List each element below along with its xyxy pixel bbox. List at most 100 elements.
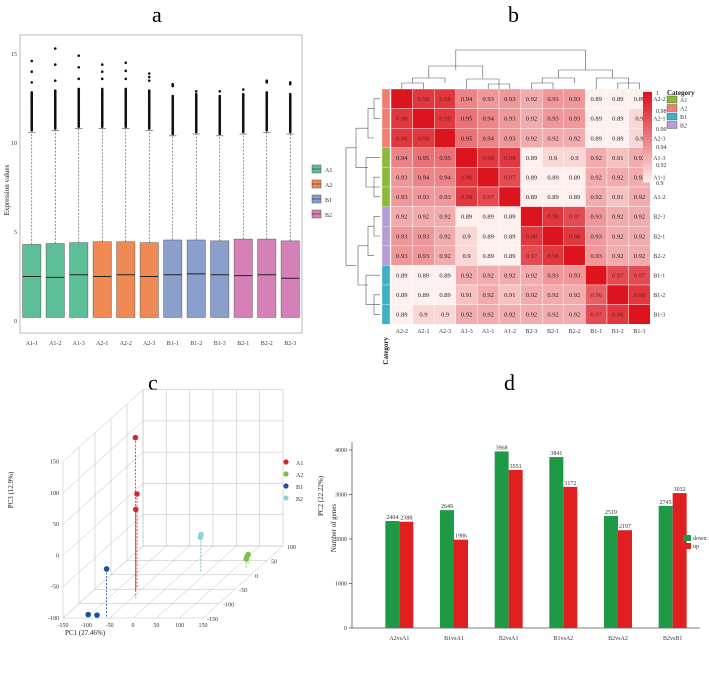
heatmap-cell-label: 0.92 [526, 273, 537, 280]
dendrogram-branch [595, 77, 629, 89]
legend-title: Category [667, 89, 695, 97]
heatmap-cell-label: 0.92 [547, 135, 558, 142]
heatmap-cell-label: 0.89 [569, 194, 580, 201]
row-label: B1-1 [653, 274, 665, 280]
row-label: A1-2 [653, 195, 665, 201]
color-scale-step [643, 104, 652, 108]
heatmap-cell-label: 0.92 [504, 312, 515, 319]
heatmap-cell-label: 0.93 [418, 253, 429, 260]
y-tick-label: 100 [287, 545, 296, 551]
row-label: B1-2 [653, 293, 665, 299]
color-scale-label: 0.9 [656, 181, 664, 187]
box-outlier [124, 77, 128, 81]
box-outlier [288, 92, 292, 96]
col-label: A1-3 [460, 329, 472, 335]
legend-label: A2 [325, 183, 332, 189]
dendrogram-branch [401, 82, 424, 89]
heatmap-cell-label: 0.92 [569, 312, 580, 319]
dendrogram-branch [455, 49, 586, 70]
box-outlier [171, 82, 175, 86]
heatmap-cell-label: 0.92 [439, 214, 450, 221]
box-outlier [147, 79, 151, 82]
legend-swatch-down [683, 535, 691, 541]
x-tick-label: -100 [81, 623, 92, 629]
color-scale-step [643, 152, 652, 156]
bar-value-label: 3841 [550, 451, 562, 457]
z-tick-label: 100 [50, 491, 59, 497]
heatmap-cell-label: 0.89 [439, 292, 450, 299]
heatmap-cell-label: 0.93 [591, 253, 602, 260]
heatmap-cell-label: 0.93 [418, 233, 429, 240]
y-tick-label: 10 [11, 141, 17, 147]
heatmap-cell-label: 0.93 [418, 194, 429, 201]
heatmap-cell-label: 0.92 [526, 116, 537, 123]
heatmap-cell-label: 0.9 [571, 155, 579, 162]
box-outlier [124, 69, 128, 73]
heatmap-cell-label: 0.92 [634, 214, 645, 221]
box-B1-3 [210, 240, 230, 318]
color-scale-step [643, 119, 652, 123]
box-outlier [30, 70, 34, 74]
heatmap-cell-label: 0.92 [418, 214, 429, 221]
legend-swatch-A1 [666, 95, 678, 104]
heatmap-cell-label: 0.94 [483, 135, 495, 142]
y-tick-label: 3000 [335, 493, 347, 499]
dendrogram-branch [558, 69, 613, 78]
color-scale-step [643, 95, 652, 99]
heatmap-cell-label: 0.92 [612, 253, 623, 260]
heatmap-cell-label: 0.89 [526, 175, 537, 182]
heatmap-cell [542, 225, 565, 246]
y-tick-label: 50 [271, 559, 277, 565]
col-label: A2-2 [396, 329, 408, 335]
y-tick-label: -50 [239, 588, 247, 594]
x-tick-label: A2-1 [96, 341, 108, 347]
x-tick-label: -50 [106, 623, 114, 629]
y-tick-label: 2000 [335, 537, 347, 543]
heatmap-cell-label: 0.89 [504, 233, 515, 240]
heatmap-cell-label: 0.91 [504, 292, 515, 299]
dendrogram-branch [373, 98, 380, 119]
heatmap-cell-label: 0.93 [569, 116, 580, 123]
x-tick-label: B1-2 [190, 341, 202, 347]
heatmap-cell-label: 0.92 [591, 175, 602, 182]
color-scale-step [643, 113, 652, 117]
bar-down-B1vsA2 [549, 457, 564, 628]
heatmap-cell-label: 0.98 [439, 116, 450, 123]
heatmap-cell-label: 0.89 [396, 292, 407, 299]
heatmap-cell-label: 0.92 [612, 175, 623, 182]
box-A1-2 [45, 243, 65, 318]
panel-label-b: b [508, 2, 519, 27]
heatmap-cell-label: 0.98 [547, 214, 558, 221]
bar-up-B2vsA2 [618, 530, 632, 628]
bar-value-label: 3968 [496, 445, 508, 451]
grid-line [62, 451, 144, 525]
heatmap-cell-label: 0.89 [396, 312, 407, 319]
legend-label: B1 [325, 198, 332, 204]
dendrogram-branch [357, 245, 368, 286]
dendrogram-branch [373, 216, 380, 237]
legend-swatch-A2 [666, 104, 678, 112]
x-tick-label: B2vsB1 [663, 636, 682, 642]
bar-up-B2vsB1 [672, 493, 687, 628]
heatmap-cell-label: 0.98 [396, 135, 407, 142]
z-tick-label: 150 [50, 460, 59, 466]
color-scale-step [643, 161, 652, 165]
heatmap-cell-label: 0.98 [418, 135, 429, 142]
x-tick-label: 50 [153, 623, 159, 629]
bar-up-B2vsA1 [508, 469, 523, 628]
heatmap-cell-label: 0.89 [504, 253, 515, 260]
row-label: A2-2 [653, 97, 665, 103]
heatmap-cell-label: 0.92 [396, 214, 407, 221]
bar-down-B2vsA1 [494, 451, 509, 628]
z-tick-label: -100 [48, 616, 59, 622]
grid-line [62, 483, 144, 556]
x-tick-label: A1-2 [49, 341, 61, 347]
heatmap-cell-label: 0.92 [591, 155, 602, 162]
box-outlier [53, 89, 57, 92]
heatmap-cell-label: 0.92 [504, 273, 515, 280]
x-tick-label: B1vsA1 [444, 636, 464, 642]
dendrogram-branch [466, 78, 500, 89]
legend-label: A2 [680, 107, 687, 113]
box-outlier [147, 89, 151, 92]
